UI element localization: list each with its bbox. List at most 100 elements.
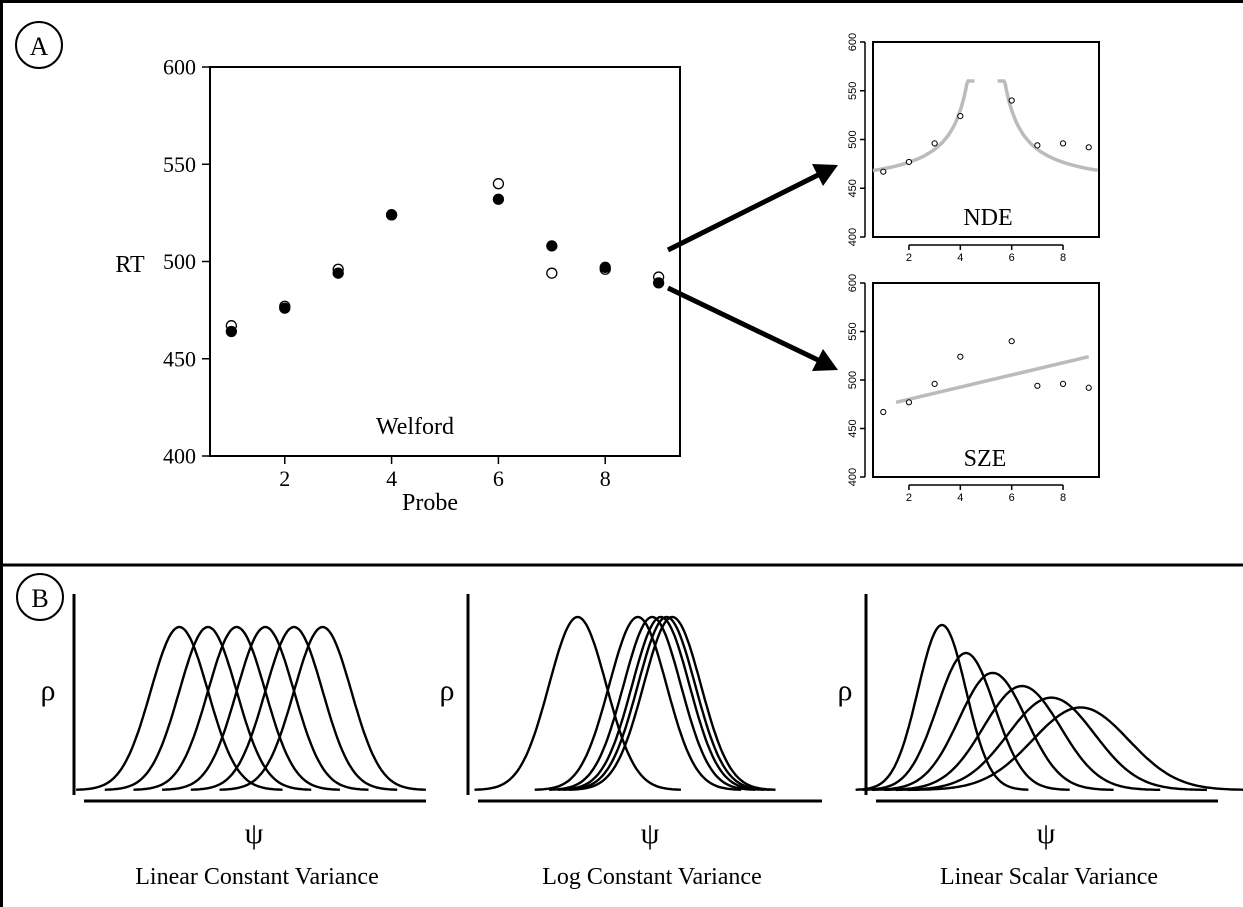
sze-x-tick-label: 8 <box>1060 492 1066 504</box>
sze-fit-line <box>895 355 1090 405</box>
sze-point <box>1034 382 1041 389</box>
welford-y-label: RT <box>115 252 145 278</box>
arrows <box>666 164 838 371</box>
dist-1-curves-curve-3 <box>133 625 340 791</box>
lsv-title: Linear Scalar Variance <box>940 864 1158 890</box>
logcv-title: Log Constant Variance <box>542 864 762 890</box>
main-x-tick-label: 4 <box>386 466 397 491</box>
nde-x-tick-label: 4 <box>957 252 963 264</box>
arrow-to-nde <box>666 172 820 253</box>
nde-point <box>1008 97 1015 104</box>
lsv-x-label: ψ <box>1037 817 1056 850</box>
nde-x-tick-label: 2 <box>906 252 912 264</box>
sze-point <box>905 399 913 406</box>
nde-fit-left-branch <box>872 79 975 173</box>
dist-3-curves-curve-4 <box>883 684 1161 791</box>
filled-point <box>652 277 665 289</box>
main-x-tick-label: 2 <box>279 466 290 491</box>
open-point <box>492 178 505 190</box>
dist-2-curves-curve-6 <box>569 615 776 791</box>
nde-points <box>880 97 1092 175</box>
main-y-tick-label: 400 <box>163 444 196 469</box>
sze-x-tick-label: 6 <box>1009 492 1015 504</box>
nde-y-tick-label: 600 <box>847 33 859 51</box>
sze-fit-line-segment <box>895 355 1090 405</box>
main-y-tick-label: 550 <box>163 152 196 177</box>
filled-point <box>599 261 611 273</box>
filled-point <box>332 267 344 279</box>
sze-x-axis: 2 4 6 8 <box>906 484 1066 504</box>
lsv-curves <box>855 623 1243 792</box>
main-y-tick-label: 500 <box>163 249 196 274</box>
log-constant-variance-plot: ρ ψ Log Constant Variance <box>440 594 822 890</box>
nde-y-tick-label: 450 <box>847 179 859 197</box>
main-y-tick-label: 600 <box>163 55 196 80</box>
dist-1-curves-curve-1 <box>76 625 283 791</box>
panel-a-label: A <box>15 21 63 69</box>
lcv-title: Linear Constant Variance <box>135 864 378 890</box>
linear-constant-variance-plot: ρ ψ Linear Constant Variance <box>41 594 426 890</box>
nde-point <box>1059 140 1067 147</box>
lcv-y-label: ρ <box>41 674 56 707</box>
sze-y-tick-label: 600 <box>847 274 859 292</box>
welford-points <box>225 178 665 338</box>
lcv-x-label: ψ <box>245 817 264 850</box>
sze-point <box>1008 338 1015 345</box>
welford-title: Welford <box>376 414 454 440</box>
dist-1-curves-curve-6 <box>219 625 426 791</box>
open-point <box>546 267 558 279</box>
svg-text:B: B <box>31 584 48 613</box>
sze-y-tick-label: 500 <box>847 371 859 389</box>
sze-points <box>880 338 1092 416</box>
welford-plot-frame <box>209 66 681 457</box>
nde-point <box>957 113 964 120</box>
sze-point <box>1059 380 1067 387</box>
lsv-y-label: ρ <box>838 674 853 707</box>
dist-2-curves-curve-5 <box>563 615 770 791</box>
nde-point <box>931 140 938 147</box>
sze-plot-frame <box>872 282 1100 478</box>
nde-y-axis: 400 450 500 550 600 <box>847 33 866 246</box>
sze-point <box>931 380 938 387</box>
sze-title: SZE <box>964 446 1007 472</box>
linear-scalar-variance-plot: ρ ψ Linear Scalar Variance <box>838 594 1243 890</box>
nde-point <box>880 168 887 175</box>
nde-fit-curve <box>872 79 1098 173</box>
dist-2-curves-curve-2 <box>534 615 742 791</box>
welford-plot: 400 450 500 550 600 2 4 6 8 Welford Probe RT <box>115 55 681 516</box>
sze-point <box>957 353 964 360</box>
nde-y-tick-label: 400 <box>847 228 859 246</box>
nde-y-tick-label: 500 <box>847 130 859 148</box>
arrow-to-sze <box>666 285 820 363</box>
filled-point <box>546 240 558 252</box>
welford-x-label: Probe <box>402 490 458 516</box>
arrow-to-sze-head <box>812 349 838 371</box>
dist-3-curves-curve-5 <box>895 696 1207 792</box>
nde-x-axis: 2 4 6 8 <box>906 244 1066 264</box>
sze-y-tick-label: 450 <box>847 419 859 437</box>
logcv-x-label: ψ <box>641 817 660 850</box>
dist-3-curves-curve-6 <box>907 706 1243 792</box>
nde-x-tick-label: 8 <box>1060 252 1066 264</box>
sze-x-tick-label: 2 <box>906 492 912 504</box>
dist-2-curves-curve-4 <box>557 615 764 791</box>
dist-3-curves-curve-3 <box>871 671 1114 791</box>
sze-y-axis: 400 450 500 550 600 <box>847 274 866 486</box>
nde-y-tick-label: 550 <box>847 82 859 100</box>
nde-plot-frame <box>872 41 1100 238</box>
dist-1-curves-curve-4 <box>162 625 369 791</box>
sze-y-tick-label: 400 <box>847 468 859 486</box>
dist-1-curves-curve-5 <box>190 625 398 791</box>
dist-3-curves-curve-2 <box>862 651 1070 791</box>
logcv-curves <box>474 615 776 791</box>
filled-point <box>279 302 291 314</box>
filled-point <box>492 193 505 205</box>
nde-plot: 400 450 500 550 600 2 4 6 8 NDE <box>847 33 1100 264</box>
dist-1-curves-curve-2 <box>104 625 312 791</box>
dist-3-curves-curve-1 <box>855 623 1029 791</box>
welford-x-axis: 2 4 6 8 <box>279 455 611 491</box>
panel-b-label: B <box>16 573 64 621</box>
nde-point <box>1034 142 1041 149</box>
